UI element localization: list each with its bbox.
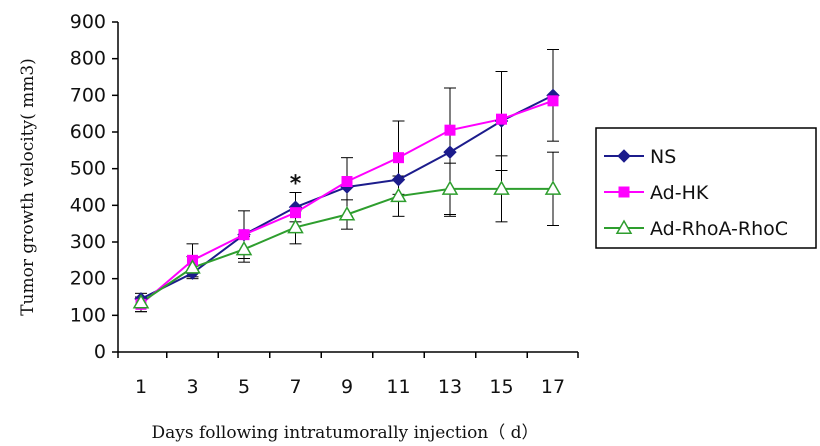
y-tick-label: 100 xyxy=(70,304,106,326)
y-tick-label: 300 xyxy=(70,231,106,253)
series-markers xyxy=(132,88,562,310)
x-tick-label: 7 xyxy=(289,376,301,398)
legend-marker xyxy=(615,219,633,234)
data-point xyxy=(338,205,356,221)
data-point xyxy=(238,229,250,241)
y-tick-label: 800 xyxy=(70,48,106,70)
x-tick-label: 11 xyxy=(386,376,410,398)
legend: NS Ad-HK Ad-RhoA-RhoC xyxy=(595,127,817,249)
data-point xyxy=(393,152,404,164)
data-point xyxy=(341,176,353,187)
data-point xyxy=(391,172,406,187)
x-tick-label: 15 xyxy=(489,376,513,398)
x-tick-label: 3 xyxy=(186,376,198,398)
x-tick-label: 9 xyxy=(341,376,353,398)
legend-label: NS xyxy=(650,146,676,168)
data-point xyxy=(441,180,459,195)
data-point xyxy=(544,180,562,195)
legend-label: Ad-RhoA-RhoC xyxy=(650,218,788,240)
x-axis-title: Days following intratumorally injection（… xyxy=(151,423,538,443)
legend-label: Ad-HK xyxy=(650,182,709,204)
data-point xyxy=(444,124,456,136)
x-tick-label: 13 xyxy=(438,376,462,398)
y-axis-title: Tumor growth velocity( mm3) xyxy=(18,58,38,316)
x-axis: 1 3 5 7 9 11 13 15 17 xyxy=(117,351,579,398)
significance-annotation: * xyxy=(290,172,302,197)
x-tick-label: 1 xyxy=(135,376,147,398)
data-point xyxy=(290,207,301,219)
y-tick-label: 0 xyxy=(94,341,106,363)
data-point xyxy=(443,145,457,159)
y-tick-label: 400 xyxy=(70,194,106,216)
data-point xyxy=(132,293,150,309)
data-point xyxy=(547,95,559,107)
y-tick-label: 600 xyxy=(70,121,106,143)
y-tick-label: 500 xyxy=(70,158,106,180)
y-tick-label: 900 xyxy=(70,11,106,33)
legend-marker xyxy=(618,186,630,198)
data-point xyxy=(390,187,407,203)
data-point xyxy=(287,218,304,234)
y-tick-label: 700 xyxy=(70,84,106,106)
data-point xyxy=(235,240,253,256)
legend-marker xyxy=(617,149,631,163)
x-tick-label: 17 xyxy=(541,376,565,398)
data-point xyxy=(496,113,507,125)
data-point xyxy=(184,259,201,274)
data-point xyxy=(493,180,510,195)
x-tick-label: 5 xyxy=(238,376,250,398)
y-axis: 0 100 200 300 400 500 600 700 800 900 xyxy=(70,11,119,363)
y-tick-label: 200 xyxy=(70,268,106,290)
